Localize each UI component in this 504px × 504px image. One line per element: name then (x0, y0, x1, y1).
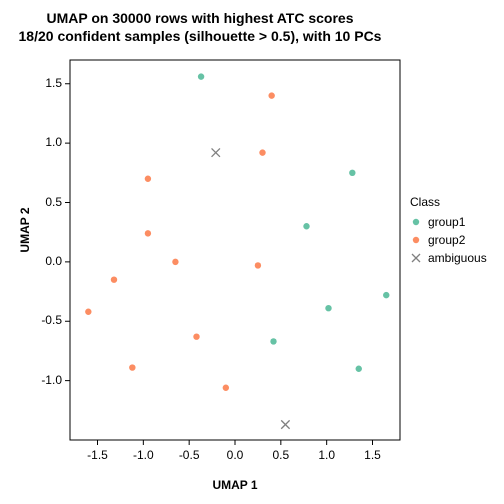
legend-item-ambiguous: ambiguous (410, 251, 487, 265)
y-tick-label: -0.5 (32, 313, 62, 327)
cross-icon (410, 252, 422, 264)
legend-title: Class (410, 195, 440, 209)
x-tick-label: 1.5 (358, 448, 388, 462)
chart-title-line1: UMAP on 30000 rows with highest ATC scor… (0, 10, 400, 26)
legend-item-group2: group2 (410, 233, 465, 247)
x-tick-label: -0.5 (174, 448, 204, 462)
y-tick-label: -1.0 (32, 373, 62, 387)
x-tick-label: -1.5 (83, 448, 113, 462)
y-tick-label: 1.5 (32, 76, 62, 90)
dot-icon (410, 216, 422, 228)
legend-label: ambiguous (428, 251, 487, 265)
dot-icon (410, 234, 422, 246)
y-tick-label: 0.0 (32, 254, 62, 268)
x-tick-label: 1.0 (312, 448, 342, 462)
x-axis-label: UMAP 1 (70, 478, 400, 492)
y-tick-label: 1.0 (32, 135, 62, 149)
y-tick-label: 0.5 (32, 195, 62, 209)
umap-scatter-chart: UMAP on 30000 rows with highest ATC scor… (0, 0, 504, 504)
y-axis-label: UMAP 2 (18, 180, 32, 280)
legend-label: group1 (428, 215, 465, 229)
legend-label: group2 (428, 233, 465, 247)
x-tick-label: 0.0 (220, 448, 250, 462)
chart-title-line2: 18/20 confident samples (silhouette > 0.… (0, 28, 400, 44)
legend-item-group1: group1 (410, 215, 465, 229)
x-tick-label: -1.0 (128, 448, 158, 462)
x-tick-label: 0.5 (266, 448, 296, 462)
